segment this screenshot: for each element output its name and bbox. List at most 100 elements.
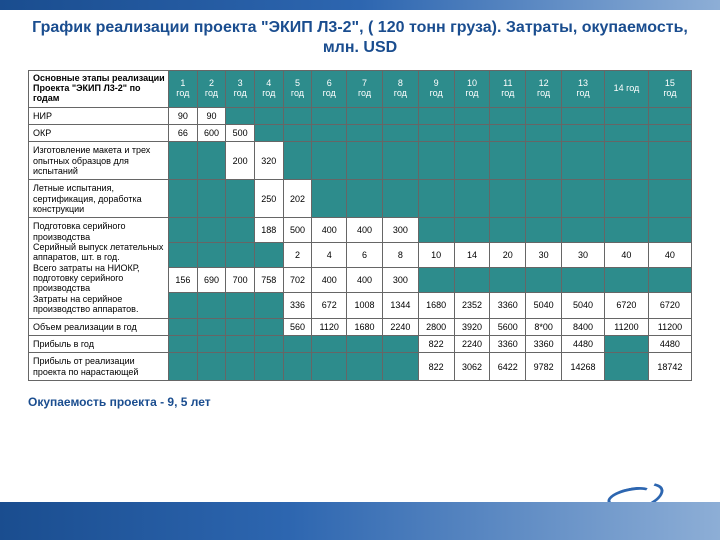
table-cell [490,218,526,243]
table-cell [418,218,454,243]
table-cell: 9782 [526,353,562,381]
table-cell: 700 [226,268,255,293]
table-cell: 1008 [347,293,383,318]
table-cell: 1680 [418,293,454,318]
table-cell: 8400 [562,318,605,335]
table-cell [490,125,526,142]
table-cell [226,243,255,268]
table-cell: 6 [347,243,383,268]
table-cell [562,180,605,218]
row-label: Прибыль в год [29,335,169,352]
table-cell [169,293,198,318]
col-year-15: 15год [648,71,691,108]
table-cell [347,125,383,142]
table-cell: 400 [312,218,347,243]
table-cell [562,107,605,124]
row-label: Летные испытания, сертификация, доработк… [29,180,169,218]
table-cell: 18742 [648,353,691,381]
table-cell [454,268,490,293]
page-title: График реализации проекта "ЭКИП Л3-2", (… [28,18,692,58]
table-cell [418,142,454,180]
table-cell: 3062 [454,353,490,381]
table-cell: 6720 [648,293,691,318]
table-cell [604,268,648,293]
table-cell: 672 [312,293,347,318]
table-cell: 10 [418,243,454,268]
table-cell: 336 [283,293,312,318]
table-cell [347,353,383,381]
table-cell [526,218,562,243]
col-year-6: 6год [312,71,347,108]
table-cell [312,353,347,381]
table-cell [490,107,526,124]
table-cell: 3920 [454,318,490,335]
col-year-12: 12год [526,71,562,108]
table-cell: 202 [283,180,312,218]
table-cell [418,180,454,218]
table-cell: 11200 [648,318,691,335]
table-cell: 822 [418,335,454,352]
table-cell: 2352 [454,293,490,318]
table-cell [526,125,562,142]
table-cell: 500 [226,125,255,142]
table-cell [226,293,255,318]
table-cell: 2800 [418,318,454,335]
table-cell [254,318,283,335]
table-cell [347,107,383,124]
table-cell [197,142,226,180]
table-cell [454,218,490,243]
table-cell [382,180,418,218]
table-cell [169,353,198,381]
table-cell [648,268,691,293]
table-cell [454,180,490,218]
col-year-11: 11год [490,71,526,108]
table-cell [254,353,283,381]
col-year-5: 5год [283,71,312,108]
table-cell [197,180,226,218]
table-cell: 3360 [526,335,562,352]
table-cell [648,125,691,142]
table-cell: 14 [454,243,490,268]
table-cell [382,125,418,142]
table-cell: 2240 [382,318,418,335]
table-cell [347,180,383,218]
table-cell [526,180,562,218]
table-cell: 8 [382,243,418,268]
table-cell [226,218,255,243]
table-cell [562,268,605,293]
col-year-4: 4год [254,71,283,108]
table-cell: 2240 [454,335,490,352]
table-cell: 8*00 [526,318,562,335]
table-cell [604,180,648,218]
table-cell: 40 [604,243,648,268]
table-cell [526,268,562,293]
table-cell: 400 [312,268,347,293]
table-cell: 5040 [562,293,605,318]
table-cell [312,335,347,352]
table-cell: 4480 [562,335,605,352]
table-cell [604,335,648,352]
table-cell [604,142,648,180]
table-cell [454,107,490,124]
table-cell: 1344 [382,293,418,318]
table-cell [347,335,383,352]
row-label: Объем реализации в год [29,318,169,335]
table-cell: 30 [562,243,605,268]
table-cell [197,353,226,381]
row-label: ОКР [29,125,169,142]
table-cell: 758 [254,268,283,293]
table-cell [604,107,648,124]
table-cell [169,243,198,268]
table-cell: 156 [169,268,198,293]
table-cell: 3360 [490,335,526,352]
table-cell: 90 [169,107,198,124]
col-year-13: 13год [562,71,605,108]
table-cell [418,268,454,293]
table-cell [648,180,691,218]
table-cell [382,107,418,124]
table-cell: 320 [254,142,283,180]
table-cell: 250 [254,180,283,218]
table-cell: 40 [648,243,691,268]
table-cell [648,107,691,124]
row-label: Подготовка серийного производстваСерийны… [29,218,169,318]
